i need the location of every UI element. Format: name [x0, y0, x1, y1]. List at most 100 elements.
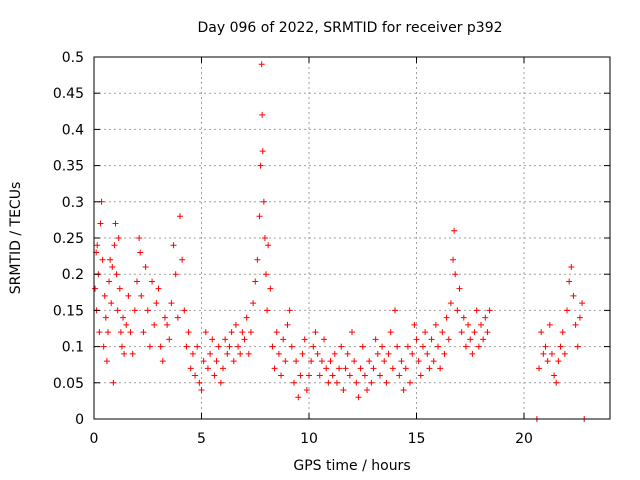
data-point — [194, 343, 201, 350]
data-point — [120, 314, 127, 321]
data-point — [230, 358, 237, 365]
data-point — [387, 329, 394, 336]
y-tick-label: 0.15 — [53, 303, 84, 319]
data-point — [247, 329, 254, 336]
data-point — [109, 263, 116, 270]
data-point — [172, 271, 179, 278]
data-point — [196, 379, 203, 386]
data-point — [557, 343, 564, 350]
data-point — [407, 379, 414, 386]
data-point — [142, 263, 149, 270]
data-point — [546, 321, 553, 328]
data-point — [469, 350, 476, 357]
data-point — [579, 300, 586, 307]
data-point — [159, 358, 166, 365]
y-tick-label: 0 — [75, 412, 84, 428]
data-point — [572, 321, 579, 328]
data-point — [486, 307, 493, 314]
data-point — [136, 235, 143, 241]
data-point — [576, 314, 583, 321]
data-point — [346, 372, 353, 379]
data-point — [544, 358, 551, 365]
data-point — [138, 292, 145, 299]
data-point — [269, 343, 276, 350]
data-point — [482, 314, 489, 321]
data-point — [108, 300, 115, 307]
data-point — [361, 372, 368, 379]
data-point — [445, 336, 452, 343]
y-tick-label: 0.45 — [53, 86, 84, 102]
data-point — [179, 256, 186, 263]
data-point — [250, 300, 257, 307]
data-point — [260, 198, 267, 205]
data-point — [286, 307, 293, 314]
data-point — [460, 314, 467, 321]
data-point — [215, 343, 222, 350]
data-point — [551, 372, 558, 379]
data-point — [327, 358, 334, 365]
data-point — [555, 358, 562, 365]
y-tick-label: 0.3 — [62, 195, 84, 211]
data-point — [312, 329, 319, 336]
data-point — [379, 343, 386, 350]
data-points — [92, 61, 588, 422]
y-tick-label: 0.35 — [53, 159, 84, 175]
data-point — [164, 321, 171, 328]
x-tick-label: 0 — [90, 431, 99, 447]
data-point — [306, 372, 312, 379]
data-point — [170, 242, 177, 249]
data-point — [293, 358, 300, 365]
data-point — [117, 329, 124, 336]
data-point — [252, 278, 259, 285]
data-point — [314, 350, 321, 357]
data-point — [473, 307, 480, 314]
data-point — [259, 148, 266, 155]
data-point — [187, 365, 194, 372]
data-point — [228, 329, 235, 336]
data-point — [329, 372, 336, 379]
data-point — [131, 307, 138, 314]
data-point — [110, 379, 117, 386]
data-point — [353, 379, 360, 386]
data-point — [288, 343, 295, 350]
data-point — [430, 358, 437, 365]
data-point — [366, 358, 373, 365]
data-point — [125, 292, 132, 299]
y-tick-label: 0.25 — [53, 231, 84, 247]
data-point — [97, 220, 104, 227]
data-point — [211, 372, 218, 379]
data-point — [299, 350, 306, 357]
data-point — [355, 394, 362, 401]
data-point — [121, 350, 128, 357]
data-point — [447, 300, 454, 307]
data-point — [340, 387, 347, 394]
data-point — [394, 343, 401, 350]
data-point — [467, 336, 474, 343]
data-point — [166, 336, 173, 343]
data-point — [478, 321, 484, 328]
data-point — [301, 336, 308, 343]
data-point — [561, 350, 568, 357]
data-point — [257, 162, 264, 169]
y-tick-label: 0.1 — [62, 340, 84, 356]
data-point — [275, 350, 282, 357]
data-point — [344, 350, 351, 357]
data-point — [381, 358, 388, 365]
data-point — [157, 343, 164, 350]
data-point — [280, 336, 287, 343]
data-point — [254, 256, 261, 263]
y-axis-label: SRMTID / TECUs — [8, 182, 24, 295]
data-point — [168, 300, 175, 307]
data-point — [146, 343, 153, 350]
y-tick-label: 0.5 — [62, 50, 84, 66]
data-point — [267, 285, 274, 292]
data-point — [308, 358, 315, 365]
data-point — [450, 256, 457, 263]
data-point — [181, 307, 188, 314]
data-point — [342, 365, 349, 372]
x-axis-label: GPS time / hours — [293, 458, 410, 474]
data-point — [331, 350, 338, 357]
data-point — [226, 343, 233, 350]
data-point — [295, 394, 302, 401]
data-point — [570, 292, 577, 299]
